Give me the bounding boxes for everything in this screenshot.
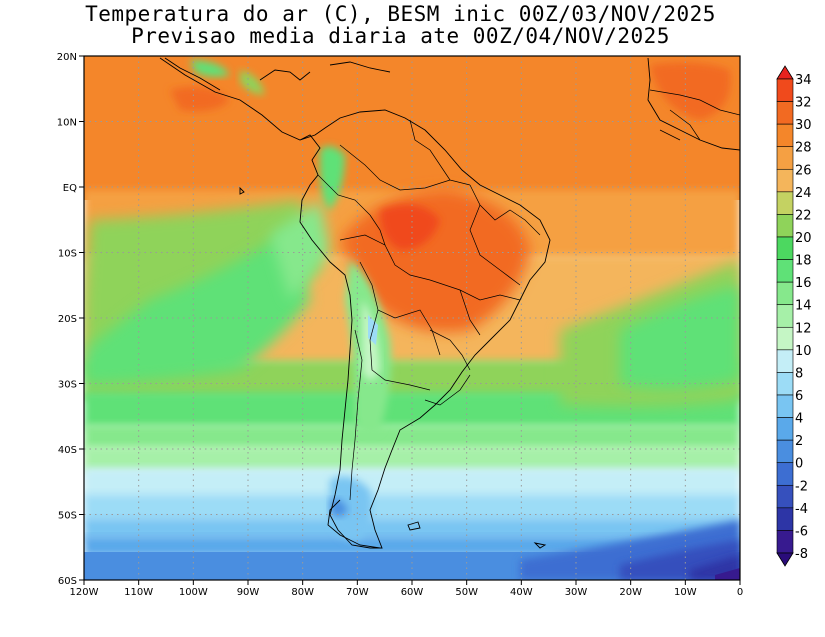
colorbar-swatch	[776, 326, 794, 351]
colorbar-swatch	[776, 168, 794, 193]
colorbar-swatch	[776, 394, 794, 418]
lon-tick-label: 70W	[346, 587, 369, 598]
map-title-line2: Previsao media diaria ate 00Z/04/NOV/202…	[131, 24, 670, 48]
colorbar-swatch	[776, 530, 794, 554]
lat-tick-label: 10S	[58, 249, 77, 260]
temperature-field	[84, 56, 740, 580]
lat-tick-label: 20N	[57, 52, 77, 63]
colorbar-swatch	[776, 191, 794, 215]
colorbar-label: 12	[795, 321, 812, 336]
colorbar-label: 30	[795, 118, 812, 133]
lon-tick-label: 20W	[619, 587, 642, 598]
lon-tick-label: 100W	[179, 587, 208, 598]
colorbar-swatch	[776, 372, 794, 396]
colorbar-top-arrow	[776, 65, 794, 80]
lat-tick-label: 40S	[58, 445, 77, 456]
colorbar-label: 18	[795, 254, 812, 269]
colorbar-label: -6	[795, 524, 808, 539]
lat-tick-label: 50S	[58, 511, 77, 522]
lon-tick-label: 60W	[401, 587, 424, 598]
colorbar-bottom-arrow	[776, 552, 794, 567]
colorbar-label: 10	[795, 344, 812, 359]
lat-tick-label: 30S	[58, 380, 77, 391]
colorbar-swatch	[776, 507, 794, 531]
colorbar-label: 2	[795, 434, 803, 449]
colorbar-swatch	[776, 304, 794, 328]
colorbar-label: 22	[795, 208, 812, 223]
lon-tick-label: 50W	[455, 587, 478, 598]
colorbar-swatch	[776, 78, 794, 102]
colorbar-label: 6	[795, 389, 803, 404]
lon-tick-label: 30W	[565, 587, 588, 598]
colorbar-label: -4	[795, 502, 808, 517]
colorbar-label: 8	[795, 366, 803, 381]
colorbar-swatch	[776, 101, 794, 125]
colorbar-swatch	[776, 123, 794, 148]
lat-tick-label: 10N	[57, 118, 77, 129]
colorbar-swatch	[776, 281, 794, 306]
colorbar-swatch	[776, 417, 794, 441]
lon-tick-label: 120W	[70, 587, 99, 598]
lat-tick-label: 20S	[58, 314, 77, 325]
colorbar-label: -8	[795, 547, 808, 562]
colorbar-label: 28	[795, 141, 812, 156]
colorbar-label: -2	[795, 479, 808, 494]
colorbar-swatch	[776, 439, 794, 464]
colorbar-swatch	[776, 349, 794, 373]
colorbar-swatch	[776, 484, 794, 509]
colorbar-swatch	[776, 462, 794, 486]
lon-tick-label: 110W	[124, 587, 153, 598]
lat-tick-label: 60S	[58, 576, 77, 587]
colorbar-label: 14	[795, 299, 812, 314]
lon-tick-label: 10W	[674, 587, 697, 598]
colorbar-label: 20	[795, 231, 812, 246]
colorbar-label: 26	[795, 163, 812, 178]
colorbar-label: 16	[795, 276, 812, 291]
colorbar-swatch	[776, 214, 794, 238]
map-title-line1: Temperatura do ar (C), BESM inic 00Z/03/…	[85, 2, 716, 26]
lon-tick-label: 80W	[291, 587, 314, 598]
colorbar-label: 34	[795, 73, 812, 88]
colorbar-label: 32	[795, 96, 812, 111]
colorbar-label: 24	[795, 186, 812, 201]
colorbar-label: 0	[795, 457, 803, 472]
coastlines	[159, 57, 740, 549]
colorbar-swatch	[776, 236, 794, 260]
lat-tick-label: EQ	[63, 183, 77, 194]
lon-tick-label: 0	[737, 587, 743, 598]
colorbar-swatch	[776, 146, 794, 170]
colorbar-swatch	[776, 259, 794, 283]
lon-tick-label: 40W	[510, 587, 533, 598]
lon-tick-label: 90W	[237, 587, 260, 598]
colorbar-label: 4	[795, 412, 803, 427]
country-borders	[317, 89, 740, 501]
